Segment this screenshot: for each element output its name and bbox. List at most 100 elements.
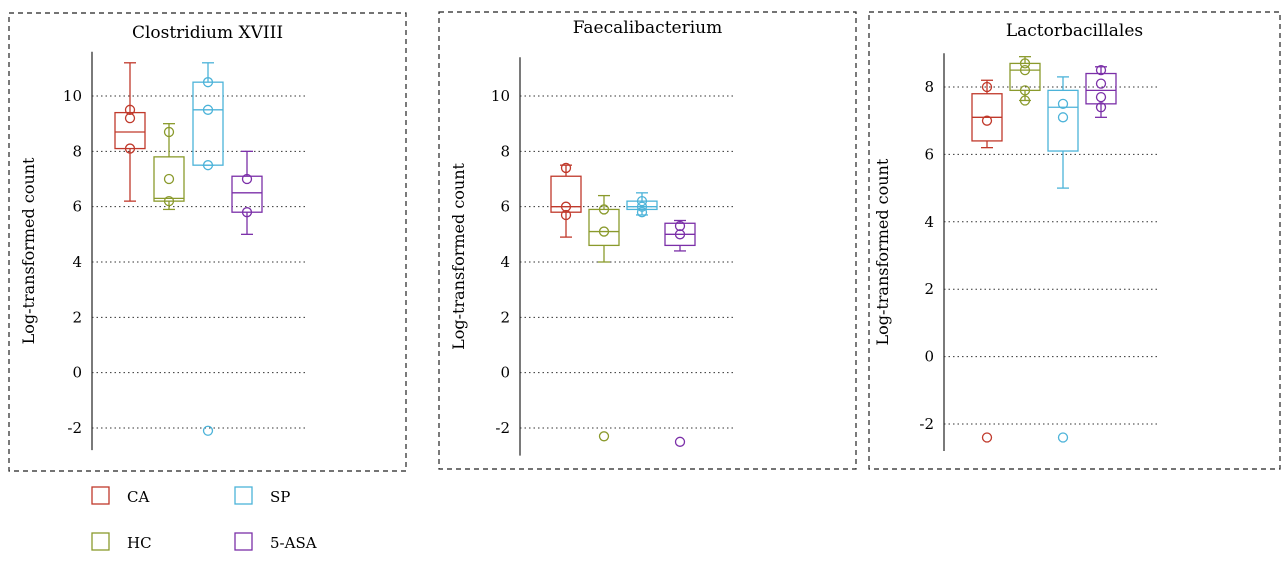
data-point bbox=[1057, 98, 1069, 109]
panel-title: Clostridium XVIII bbox=[132, 23, 283, 43]
box-iqr bbox=[114, 111, 146, 150]
data-point bbox=[124, 143, 136, 154]
data-point bbox=[636, 201, 648, 212]
y-axis-label: Log-transformed count bbox=[873, 158, 892, 345]
y-tick-label: 8 bbox=[924, 78, 934, 96]
y-tick-label: 6 bbox=[924, 145, 934, 163]
data-point bbox=[560, 209, 572, 221]
data-point bbox=[598, 226, 610, 237]
y-tick-label: -2 bbox=[495, 419, 510, 437]
y-tick-label: 10 bbox=[491, 87, 510, 105]
data-point bbox=[674, 436, 686, 447]
data-point bbox=[598, 204, 610, 215]
y-tick-label: -2 bbox=[919, 415, 934, 433]
legend-swatch bbox=[91, 532, 110, 551]
data-point bbox=[163, 126, 175, 138]
box-sp bbox=[626, 192, 658, 218]
y-tick-label: 4 bbox=[500, 253, 510, 271]
data-point bbox=[241, 207, 253, 218]
panel-2: Faecalibacterium -2 0 2 4 6 8 10 Log-transformed… bbox=[438, 11, 857, 470]
data-point bbox=[1057, 112, 1069, 123]
data-point bbox=[163, 195, 175, 207]
y-axis-label: Log-transformed count bbox=[449, 162, 468, 349]
data-point bbox=[1095, 78, 1107, 89]
data-point bbox=[202, 160, 214, 171]
data-point bbox=[636, 195, 648, 207]
box-sp bbox=[1047, 76, 1079, 443]
legend-label: SP bbox=[270, 488, 290, 506]
y-tick-label: 0 bbox=[500, 364, 510, 382]
box-5-asa bbox=[1085, 65, 1117, 118]
data-point bbox=[1019, 58, 1031, 69]
y-tick-label: 2 bbox=[500, 308, 510, 326]
data-point bbox=[981, 115, 993, 126]
legend-label: HC bbox=[127, 534, 152, 552]
data-point bbox=[1057, 432, 1069, 443]
box-iqr bbox=[1009, 62, 1041, 92]
data-point bbox=[674, 220, 686, 232]
data-point bbox=[163, 173, 175, 185]
legend-swatch bbox=[234, 486, 253, 505]
data-point bbox=[981, 81, 993, 93]
panel-title: Lactorbacillales bbox=[1006, 21, 1143, 41]
y-axis-label: Log-transformed count bbox=[19, 157, 38, 344]
legend-label: CA bbox=[127, 488, 149, 506]
panel-frame bbox=[438, 11, 857, 470]
data-point bbox=[1019, 95, 1031, 106]
panel-3: Lactorbacillales -2 0 2 4 6 8 Log-transformed c… bbox=[868, 11, 1281, 470]
data-point bbox=[124, 104, 136, 115]
panel-title: Faecalibacterium bbox=[573, 18, 722, 38]
box-5-asa bbox=[231, 150, 263, 235]
data-point bbox=[202, 425, 214, 436]
panel-frame bbox=[868, 11, 1281, 470]
data-point bbox=[1019, 65, 1031, 76]
y-tick-label: 2 bbox=[72, 308, 82, 326]
legend-label: 5-ASA bbox=[270, 534, 317, 552]
data-point bbox=[1095, 91, 1107, 103]
box-hc bbox=[153, 123, 185, 211]
box-iqr bbox=[192, 81, 224, 166]
y-tick-label: 6 bbox=[72, 198, 82, 216]
y-tick-label: 0 bbox=[924, 348, 934, 366]
y-tick-label: 2 bbox=[924, 280, 934, 298]
y-tick-label: 4 bbox=[72, 253, 82, 271]
panel-frame bbox=[8, 12, 407, 472]
box-iqr bbox=[626, 200, 658, 211]
data-point bbox=[598, 431, 610, 442]
box-iqr bbox=[153, 156, 185, 202]
panel-1: Clostridium XVIII -2 0 2 4 6 8 10 Log-transforme… bbox=[8, 12, 407, 472]
data-point bbox=[1095, 102, 1107, 113]
box-iqr bbox=[1047, 89, 1079, 152]
box-ca bbox=[971, 79, 1003, 443]
data-point bbox=[560, 201, 572, 212]
box-iqr bbox=[231, 175, 263, 213]
box-iqr bbox=[588, 208, 620, 247]
box-iqr bbox=[550, 175, 582, 213]
box-ca bbox=[550, 162, 582, 238]
data-point bbox=[202, 104, 214, 115]
data-point bbox=[560, 162, 572, 174]
data-point bbox=[1095, 65, 1107, 76]
y-tick-label: 4 bbox=[924, 213, 934, 231]
data-point bbox=[674, 229, 686, 240]
y-tick-label: 8 bbox=[500, 142, 510, 160]
data-point bbox=[981, 432, 993, 443]
data-point bbox=[636, 207, 648, 218]
legend: CA SP HC 5-ASA bbox=[91, 486, 317, 552]
y-tick-label: 8 bbox=[72, 142, 82, 160]
data-point bbox=[202, 77, 214, 88]
box-ca bbox=[114, 62, 146, 202]
y-tick-label: 10 bbox=[63, 87, 82, 105]
box-hc bbox=[1009, 56, 1041, 106]
y-tick-label: -2 bbox=[67, 419, 82, 437]
y-tick-label: 0 bbox=[72, 364, 82, 382]
box-5-asa bbox=[664, 219, 696, 447]
y-tick-label: 6 bbox=[500, 198, 510, 216]
legend-swatch bbox=[234, 532, 253, 551]
box-hc bbox=[588, 194, 620, 442]
data-point bbox=[241, 173, 253, 185]
legend-swatch bbox=[91, 486, 110, 505]
box-sp bbox=[192, 62, 224, 436]
box-iqr bbox=[1085, 72, 1117, 105]
